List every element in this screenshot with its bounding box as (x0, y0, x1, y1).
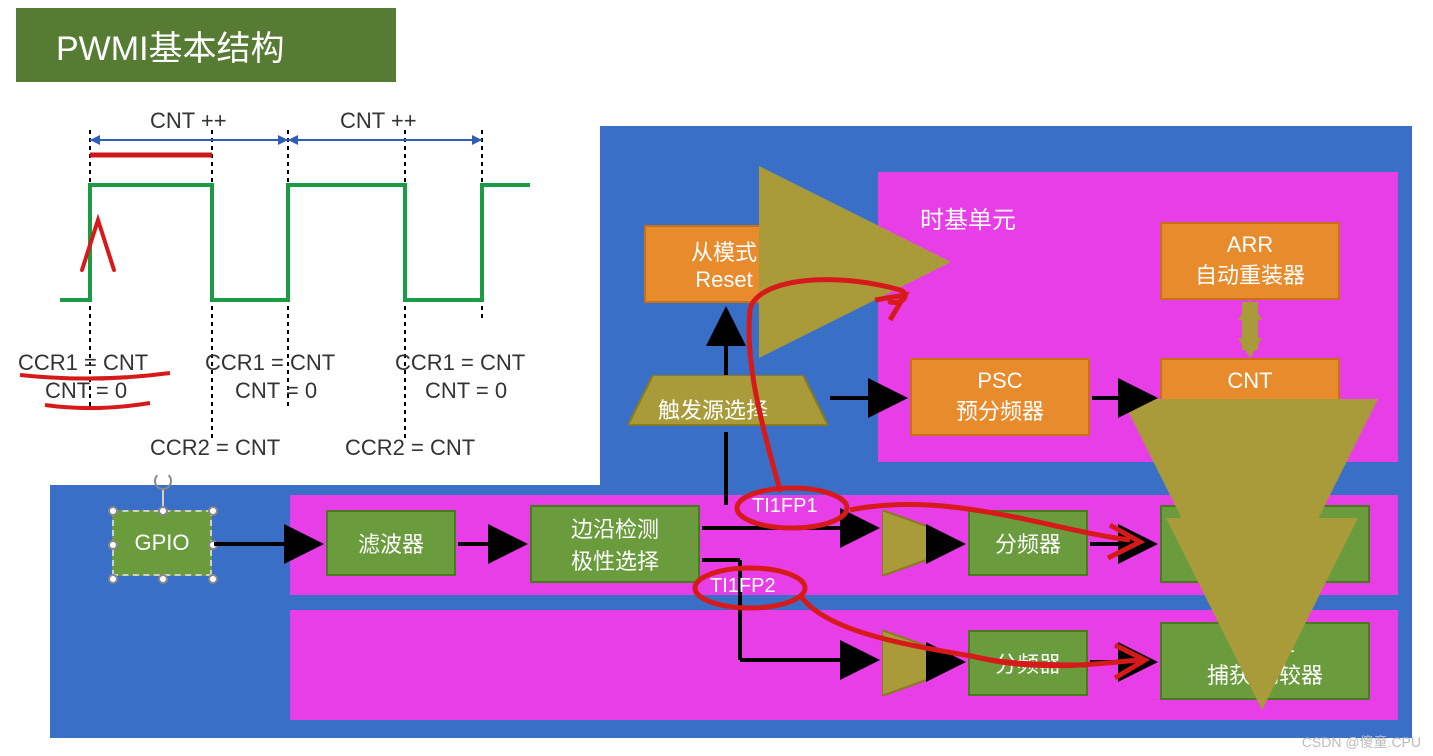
title-bar: PWMI基本结构 (16, 8, 396, 82)
slave-label: 从模式 Reset (691, 235, 757, 293)
slave-box: 从模式 Reset (644, 225, 804, 303)
timebase-label: 时基单元 (920, 200, 1016, 235)
col2-l1: CCR1 = CNT (205, 350, 335, 376)
gpio-box[interactable]: GPIO (112, 510, 212, 576)
trigsrc-label: 触发源选择 (658, 393, 768, 425)
waveform-svg (0, 100, 600, 485)
filter-box: 滤波器 (326, 510, 456, 576)
cnt-label: CNT 计数器 (1217, 368, 1283, 426)
cnt-box: CNT 计数器 (1160, 358, 1340, 436)
watermark: CSDN @傻童.CPU (1302, 732, 1421, 752)
ti1fp1-label: TI1FP1 (752, 495, 818, 518)
col3-l1: CCR1 = CNT (395, 350, 525, 376)
edge-label: 边沿检测 极性选择 (571, 512, 659, 576)
col2-l3: CCR2 = CNT (150, 435, 280, 461)
freq2-box: 分频器 (968, 630, 1088, 696)
freq1-label: 分频器 (995, 527, 1061, 559)
ti1fp2-label: TI1FP2 (710, 575, 776, 598)
mux2-icon (882, 630, 932, 696)
col3-l2: CNT = 0 (425, 378, 507, 404)
waveform-panel: CNT ++ CNT ++ CCR1 = CNT CNT = 0 CCR1 = … (0, 100, 600, 485)
edge-box: 边沿检测 极性选择 (530, 505, 700, 583)
col2-l2: CNT = 0 (235, 378, 317, 404)
mux1-icon (882, 510, 932, 576)
psc-box: PSC 预分频器 (910, 358, 1090, 436)
ccr2-box: CCR2 捕获/比较器 (1160, 622, 1370, 700)
col3-l3: CCR2 = CNT (345, 435, 475, 461)
title-text: PWMI基本结构 (16, 8, 396, 82)
gpio-label: GPIO (114, 512, 210, 574)
psc-label: PSC 预分频器 (956, 368, 1044, 426)
freq2-label: 分频器 (995, 647, 1061, 679)
filter-label: 滤波器 (358, 527, 424, 559)
ccr1-label: CCR1 捕获/比较器 (1207, 515, 1323, 573)
arr-box: ARR 自动重装器 (1160, 222, 1340, 300)
ccr1-box: CCR1 捕获/比较器 (1160, 505, 1370, 583)
arr-label: ARR 自动重装器 (1195, 232, 1305, 290)
freq1-box: 分频器 (968, 510, 1088, 576)
cnt-label-1: CNT ++ (340, 108, 417, 134)
col1-l1: CCR1 = CNT (18, 350, 148, 376)
ccr2-label: CCR2 捕获/比较器 (1207, 632, 1323, 690)
cnt-label-0: CNT ++ (150, 108, 227, 134)
rotate-handle-icon[interactable] (154, 472, 172, 490)
col1-l2: CNT = 0 (45, 378, 127, 404)
